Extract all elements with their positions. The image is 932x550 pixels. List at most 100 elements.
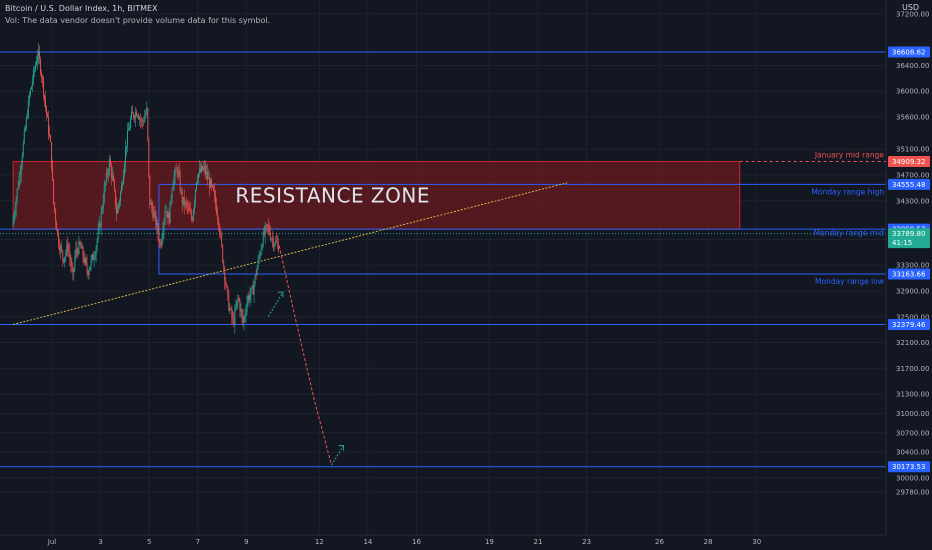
candle <box>40 56 41 77</box>
candle-body <box>144 116 146 122</box>
candle-body <box>20 164 22 174</box>
candle <box>175 162 177 171</box>
candle <box>77 247 79 259</box>
candle <box>243 315 245 331</box>
candle <box>234 303 236 334</box>
candle <box>230 307 232 311</box>
candle-body <box>180 190 182 192</box>
candle-body <box>147 107 149 138</box>
candle-body <box>89 266 91 271</box>
candle <box>126 145 127 156</box>
candle-body <box>124 164 125 175</box>
candle-body <box>45 98 46 107</box>
candle-body <box>29 89 31 96</box>
candle <box>161 233 163 248</box>
candle <box>238 294 240 303</box>
candle <box>275 232 277 244</box>
candle-series <box>12 43 279 334</box>
candle <box>171 187 173 204</box>
level-label: Monday range high <box>811 187 884 196</box>
ascending-trendline <box>12 182 568 325</box>
candle <box>245 304 247 324</box>
candle-body <box>226 284 228 287</box>
time-tick-label: 19 <box>485 538 494 546</box>
candle-body <box>24 127 26 131</box>
price-tag-bg <box>888 46 930 58</box>
candle-body <box>101 208 103 212</box>
price-tick-label: 32500.00 <box>896 313 929 321</box>
candle <box>273 243 275 251</box>
candle-body <box>240 310 242 312</box>
candle-body <box>35 62 37 65</box>
candle <box>214 183 216 202</box>
candle-body <box>75 248 77 256</box>
candle <box>192 208 194 222</box>
candle <box>254 274 256 287</box>
candle-body <box>178 170 180 176</box>
candle <box>204 159 205 176</box>
candle-body <box>273 244 275 247</box>
candle <box>92 251 94 261</box>
candle-body <box>135 111 137 119</box>
candle <box>198 160 200 178</box>
currency-label[interactable]: USD <box>902 3 920 12</box>
chart-grid <box>0 0 886 535</box>
candle <box>38 45 40 65</box>
candle <box>14 202 16 221</box>
candle-body <box>129 127 131 131</box>
candle-body <box>194 190 196 202</box>
candle-body <box>151 202 153 209</box>
candle <box>42 74 43 88</box>
candle-body <box>119 192 121 201</box>
candle <box>151 198 153 214</box>
candle <box>253 281 255 304</box>
candle-body <box>268 227 270 234</box>
price-tag-text: 30173.53 <box>892 463 925 471</box>
candle <box>69 242 71 267</box>
candle <box>249 286 251 307</box>
candle <box>101 205 103 214</box>
candle <box>132 104 134 114</box>
candle <box>35 55 37 67</box>
candle-body <box>192 209 194 221</box>
candle <box>147 106 149 143</box>
candle <box>19 165 21 185</box>
candle-body <box>25 117 27 128</box>
candle-body <box>41 73 42 77</box>
candle-body <box>252 286 254 295</box>
candle <box>231 304 233 325</box>
candle-body <box>257 258 259 268</box>
candle-body <box>248 295 250 300</box>
price-tag-bg <box>888 156 930 168</box>
candle-body <box>245 311 247 315</box>
candle-body <box>241 310 243 316</box>
candle-body <box>72 268 74 273</box>
candle-body <box>92 254 94 260</box>
candle-body <box>23 130 25 143</box>
candle-body <box>200 166 202 172</box>
time-axis[interactable]: Jul 3 5 7 9 12 14 16 19 21 23 26 28 30 <box>0 534 886 546</box>
candle-body <box>60 246 62 251</box>
candle <box>154 205 156 222</box>
candle <box>203 161 204 172</box>
candle <box>242 308 244 327</box>
symbol-title[interactable]: Bitcoin / U.S. Dollar Index, 1h, BITMEX <box>5 4 158 13</box>
candle <box>54 201 56 214</box>
candle <box>226 282 228 288</box>
candle-body <box>127 130 128 146</box>
candle-body <box>228 293 230 311</box>
candle <box>145 110 147 119</box>
candle-body <box>191 218 193 221</box>
candle-body <box>206 172 207 174</box>
candle <box>148 137 150 179</box>
candle-body <box>172 184 174 191</box>
candle <box>50 134 52 143</box>
candle-body <box>42 76 43 79</box>
candle-body <box>99 223 101 227</box>
candle <box>256 264 258 276</box>
candle <box>227 285 229 302</box>
candle <box>119 190 121 207</box>
time-tick-label: 23 <box>582 538 591 546</box>
candle <box>261 244 263 252</box>
